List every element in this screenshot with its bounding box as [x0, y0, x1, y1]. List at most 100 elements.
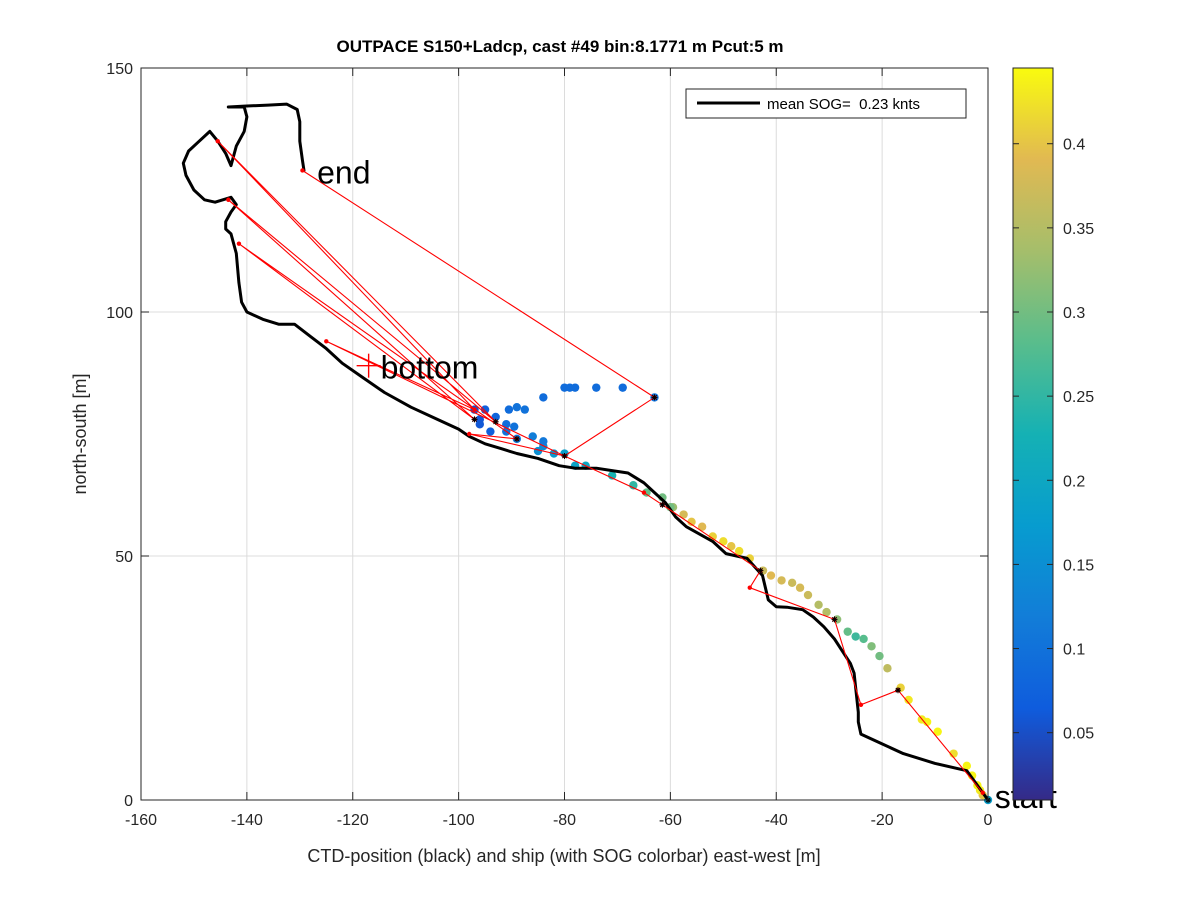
- x-tick-label: -80: [553, 812, 576, 829]
- sog-point: [734, 546, 744, 556]
- sog-point: [539, 437, 548, 446]
- red-vertex-marker: [858, 702, 864, 708]
- red-vertex-marker: [236, 241, 242, 246]
- sog-point: [520, 405, 529, 414]
- red-vertex-marker: [226, 197, 231, 202]
- sog-point: [565, 383, 574, 392]
- red-vertex-marker: [324, 339, 329, 344]
- star-stroke: [514, 436, 520, 442]
- y-axis-label: north-south [m]: [70, 373, 90, 494]
- red-vertex-marker: [467, 431, 472, 437]
- ctd-star-marker: [895, 687, 901, 694]
- ctd-star-marker: [561, 453, 568, 459]
- y-tick-label: 0: [124, 793, 133, 810]
- star-stroke: [471, 416, 478, 422]
- star-stroke: [895, 687, 901, 693]
- data-layer: [181, 102, 993, 805]
- sog-point: [875, 651, 884, 661]
- ctd-star-marker: [659, 501, 666, 508]
- sog-point: [502, 420, 511, 429]
- x-tick-label: -120: [337, 812, 369, 829]
- sog-point: [867, 642, 876, 651]
- x-tick-label: 0: [984, 812, 993, 829]
- y-tick-label: 100: [106, 305, 133, 322]
- sog-point: [777, 576, 786, 585]
- x-tick-label: -40: [765, 812, 788, 829]
- red-vertex-marker: [747, 585, 752, 590]
- sog-point: [859, 634, 868, 644]
- legend: mean SOG= 0.23 knts: [685, 88, 967, 119]
- colorbar-tick-label: 0.15: [1063, 557, 1094, 574]
- chart-title: OUTPACE S150+Ladcp, cast #49 bin:8.1771 …: [336, 37, 783, 56]
- sog-point: [512, 402, 522, 412]
- x-tick-label: -20: [871, 812, 894, 829]
- ctd-star-marker: [513, 435, 520, 442]
- sog-point: [679, 510, 688, 519]
- red-vertex-marker: [300, 168, 305, 173]
- sog-point: [904, 695, 913, 705]
- colorbar-tick-label: 0.1: [1063, 642, 1085, 659]
- sog-point: [851, 632, 860, 641]
- sog-point: [803, 590, 813, 600]
- colorbar-ticks: 0.05 0.1 0.15 0.2 0.25 0.3 0.35 0.4: [1013, 137, 1094, 743]
- sog-point: [539, 393, 548, 402]
- y-tick-label: 150: [106, 61, 133, 78]
- x-axis-label: CTD-position (black) and ship (with SOG …: [307, 846, 820, 866]
- star-stroke: [561, 453, 568, 459]
- ctd-star-marker: [471, 416, 478, 423]
- sog-point: [504, 405, 514, 414]
- sog-point: [687, 517, 696, 527]
- x-tick-label: -60: [659, 812, 682, 829]
- colorbar-tick-label: 0.2: [1063, 473, 1085, 490]
- red-vertex-marker: [980, 790, 985, 795]
- sog-point: [883, 664, 892, 673]
- ctd-star-marker: [831, 616, 838, 623]
- sog-point: [822, 607, 831, 617]
- annotation-end: end: [317, 154, 370, 190]
- axis-ticks: -160 -140 -120 -100 -80 -60 -40 -20 0 0 50 100 150: [106, 61, 992, 829]
- annotation-bottom: bottom: [381, 350, 479, 386]
- colorbar-frame: [1012, 67, 1054, 801]
- sog-point: [962, 761, 972, 771]
- sog-point: [719, 537, 728, 546]
- sog-point: [814, 600, 823, 609]
- legend-entry-mean-sog: mean SOG= 0.23 knts: [767, 96, 920, 113]
- red-vertex-marker: [215, 139, 220, 144]
- y-tick-label: 50: [115, 549, 133, 566]
- sog-point: [787, 578, 797, 588]
- star-stroke: [651, 394, 658, 400]
- star-stroke: [757, 568, 763, 574]
- ctd-track-line: [181, 102, 990, 802]
- colorbar: 0.05 0.1 0.15 0.2 0.25 0.3 0.35 0.4: [1012, 67, 1094, 801]
- ctd-star-marker: [651, 394, 658, 401]
- sog-point: [486, 427, 495, 436]
- sog-point: [766, 571, 776, 580]
- sog-point: [618, 383, 627, 392]
- red-vertex-marker: [641, 490, 647, 495]
- sog-point: [727, 542, 736, 551]
- colorbar-tick-label: 0.35: [1063, 221, 1094, 238]
- star-stroke: [659, 502, 665, 508]
- sog-point: [933, 727, 942, 736]
- colorbar-tick-label: 0.3: [1063, 305, 1085, 322]
- ctd-star-marker: [757, 567, 764, 574]
- sog-point: [795, 583, 805, 592]
- sog-point: [697, 522, 707, 531]
- colorbar-tick-label: 0.25: [1063, 389, 1094, 406]
- colorbar-tick-label: 0.05: [1063, 726, 1094, 743]
- legend-box: [685, 88, 967, 119]
- sog-point: [843, 627, 852, 636]
- ctd-star-marker: [492, 418, 499, 425]
- sog-point: [475, 415, 484, 424]
- star-stroke: [831, 616, 838, 622]
- colorbar-tick-label: 0.4: [1063, 137, 1085, 154]
- red-vertex-marker: [472, 407, 477, 412]
- sog-point: [528, 432, 537, 441]
- x-tick-label: -140: [231, 812, 263, 829]
- sog-point: [510, 422, 519, 431]
- colorbar-gradient: [1013, 68, 1053, 800]
- x-tick-label: -160: [125, 812, 157, 829]
- sog-point: [592, 383, 601, 392]
